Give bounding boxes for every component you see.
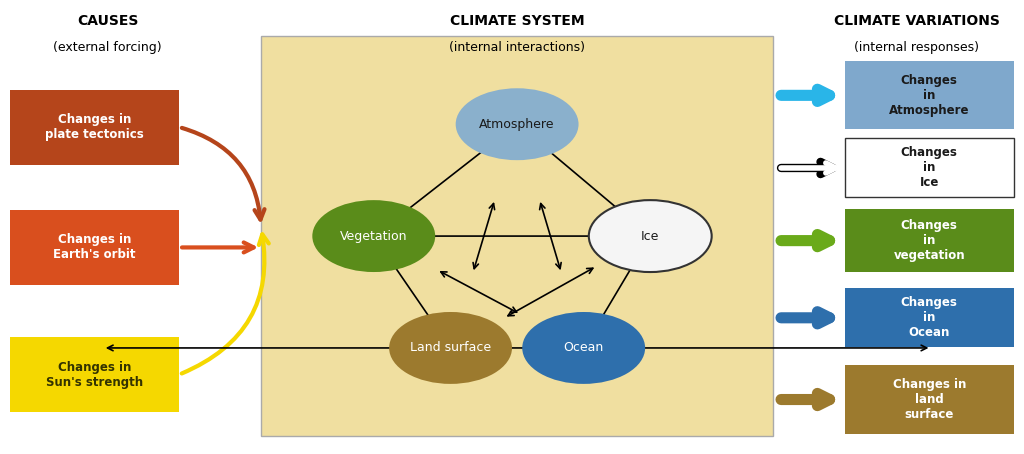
Text: Vegetation: Vegetation — [340, 230, 408, 242]
FancyBboxPatch shape — [845, 138, 1014, 197]
FancyBboxPatch shape — [261, 36, 773, 436]
FancyBboxPatch shape — [10, 90, 179, 165]
Text: CLIMATE VARIATIONS: CLIMATE VARIATIONS — [834, 14, 999, 28]
FancyArrowPatch shape — [182, 128, 264, 220]
FancyArrowPatch shape — [781, 394, 829, 405]
FancyArrowPatch shape — [781, 235, 829, 247]
Text: Land surface: Land surface — [410, 341, 492, 355]
FancyBboxPatch shape — [845, 365, 1014, 434]
FancyBboxPatch shape — [845, 209, 1014, 272]
Text: Changes in
land
surface: Changes in land surface — [893, 378, 966, 421]
FancyArrowPatch shape — [781, 162, 833, 174]
Text: Changes
in
Atmosphere: Changes in Atmosphere — [889, 74, 970, 117]
FancyBboxPatch shape — [845, 61, 1014, 129]
Text: CAUSES: CAUSES — [77, 14, 138, 28]
Text: Changes in
Sun's strength: Changes in Sun's strength — [46, 360, 143, 389]
Text: Changes in
plate tectonics: Changes in plate tectonics — [45, 113, 144, 141]
Ellipse shape — [522, 312, 645, 384]
Text: Changes
in
Ice: Changes in Ice — [901, 147, 957, 189]
FancyBboxPatch shape — [845, 288, 1014, 347]
FancyBboxPatch shape — [10, 337, 179, 412]
FancyArrowPatch shape — [781, 89, 829, 101]
Ellipse shape — [589, 200, 712, 272]
Text: CLIMATE SYSTEM: CLIMATE SYSTEM — [450, 14, 585, 28]
FancyArrowPatch shape — [182, 234, 268, 374]
Text: Ocean: Ocean — [563, 341, 604, 355]
Ellipse shape — [312, 200, 435, 272]
Ellipse shape — [456, 88, 579, 160]
FancyArrowPatch shape — [182, 242, 254, 252]
Text: Ice: Ice — [641, 230, 659, 242]
Text: Atmosphere: Atmosphere — [479, 118, 555, 131]
FancyBboxPatch shape — [10, 210, 179, 285]
Text: (internal responses): (internal responses) — [854, 41, 979, 54]
Text: Changes
in
Ocean: Changes in Ocean — [901, 296, 957, 339]
Text: Changes
in
vegetation: Changes in vegetation — [894, 219, 965, 262]
Ellipse shape — [389, 312, 512, 384]
Text: (internal interactions): (internal interactions) — [450, 41, 585, 54]
FancyArrowPatch shape — [781, 312, 829, 324]
Text: Changes in
Earth's orbit: Changes in Earth's orbit — [53, 233, 136, 262]
Text: (external forcing): (external forcing) — [53, 41, 162, 54]
FancyArrowPatch shape — [781, 163, 836, 173]
